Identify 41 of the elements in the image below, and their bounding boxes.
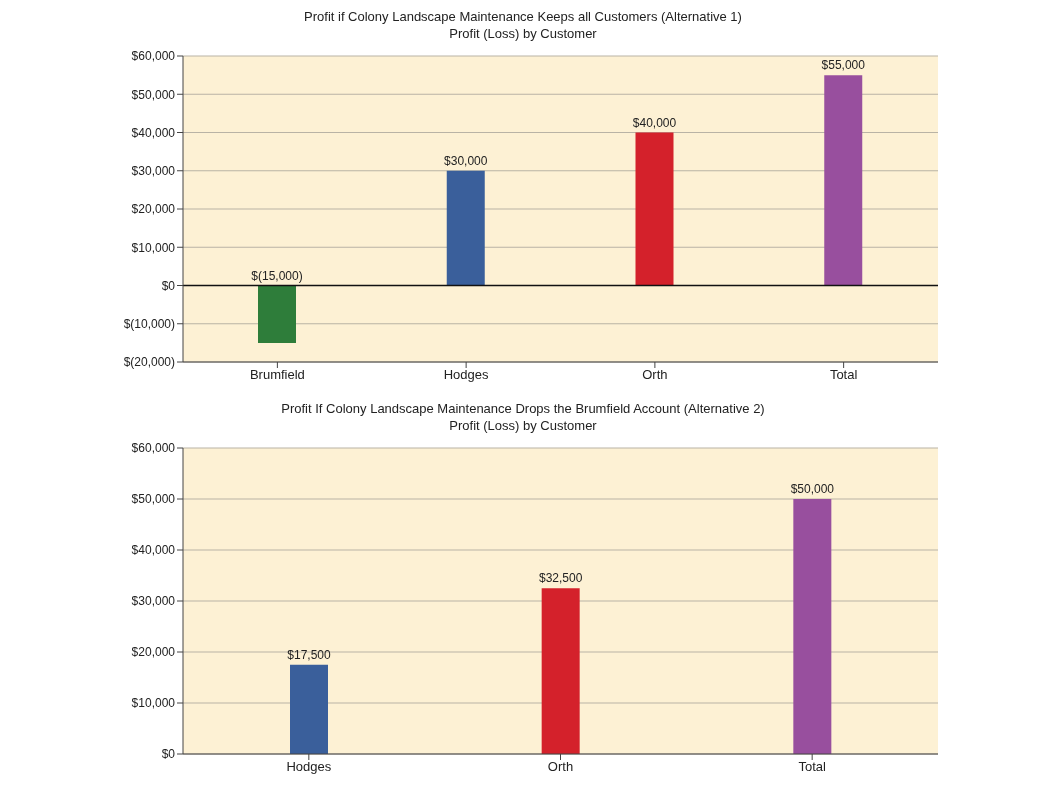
data-label: $(15,000) [251,268,303,283]
x-tick-label: Total [829,367,858,383]
chart-title: Profit If Colony Landscape Maintenance Drops the Brumfield Account (Alternative 2) [280,400,766,417]
y-tick-label: $0 [161,278,176,293]
x-tick-label: Brumfield [249,367,305,383]
chart-subtitle: Profit (Loss) by Customer [448,25,598,42]
y-tick-label: $20,000 [131,202,176,217]
data-label: $17,500 [287,647,332,662]
y-tick-label: $(10,000) [123,317,175,332]
bar [635,132,674,286]
y-tick-label: $10,000 [131,696,176,711]
data-label: $55,000 [821,58,866,73]
x-tick-label: Orth [547,759,574,775]
y-tick-label: $60,000 [131,441,176,456]
x-tick-label: Orth [642,367,668,383]
y-tick-label: $40,000 [131,125,176,140]
x-tick-label: Total [798,759,826,775]
y-tick-label: $(20,000) [123,355,175,370]
chart-subtitle: Profit (Loss) by Customer [448,417,598,434]
data-label: $30,000 [444,153,488,168]
bar [793,499,832,754]
bar [446,170,485,286]
data-label: $50,000 [790,482,835,496]
x-tick-label: Hodges [286,759,332,775]
y-tick-label: $50,000 [131,87,176,102]
y-tick-label: $0 [161,747,176,762]
bar [541,588,580,754]
y-tick-label: $30,000 [131,594,176,609]
y-tick-label: $20,000 [131,645,176,660]
y-tick-label: $50,000 [131,492,176,507]
bar [824,75,863,286]
y-tick-label: $10,000 [131,240,176,255]
data-label: $32,500 [538,571,583,586]
y-tick-label: $40,000 [131,543,176,558]
data-label: $40,000 [632,115,677,130]
x-tick-label: Hodges [443,367,490,383]
chart-title: Profit if Colony Landscape Maintenance Keeps all Customers (Alternative 1) [303,8,743,25]
y-tick-label: $30,000 [131,164,176,179]
y-tick-label: $60,000 [131,49,176,64]
bar [258,285,296,343]
bar [290,664,328,754]
